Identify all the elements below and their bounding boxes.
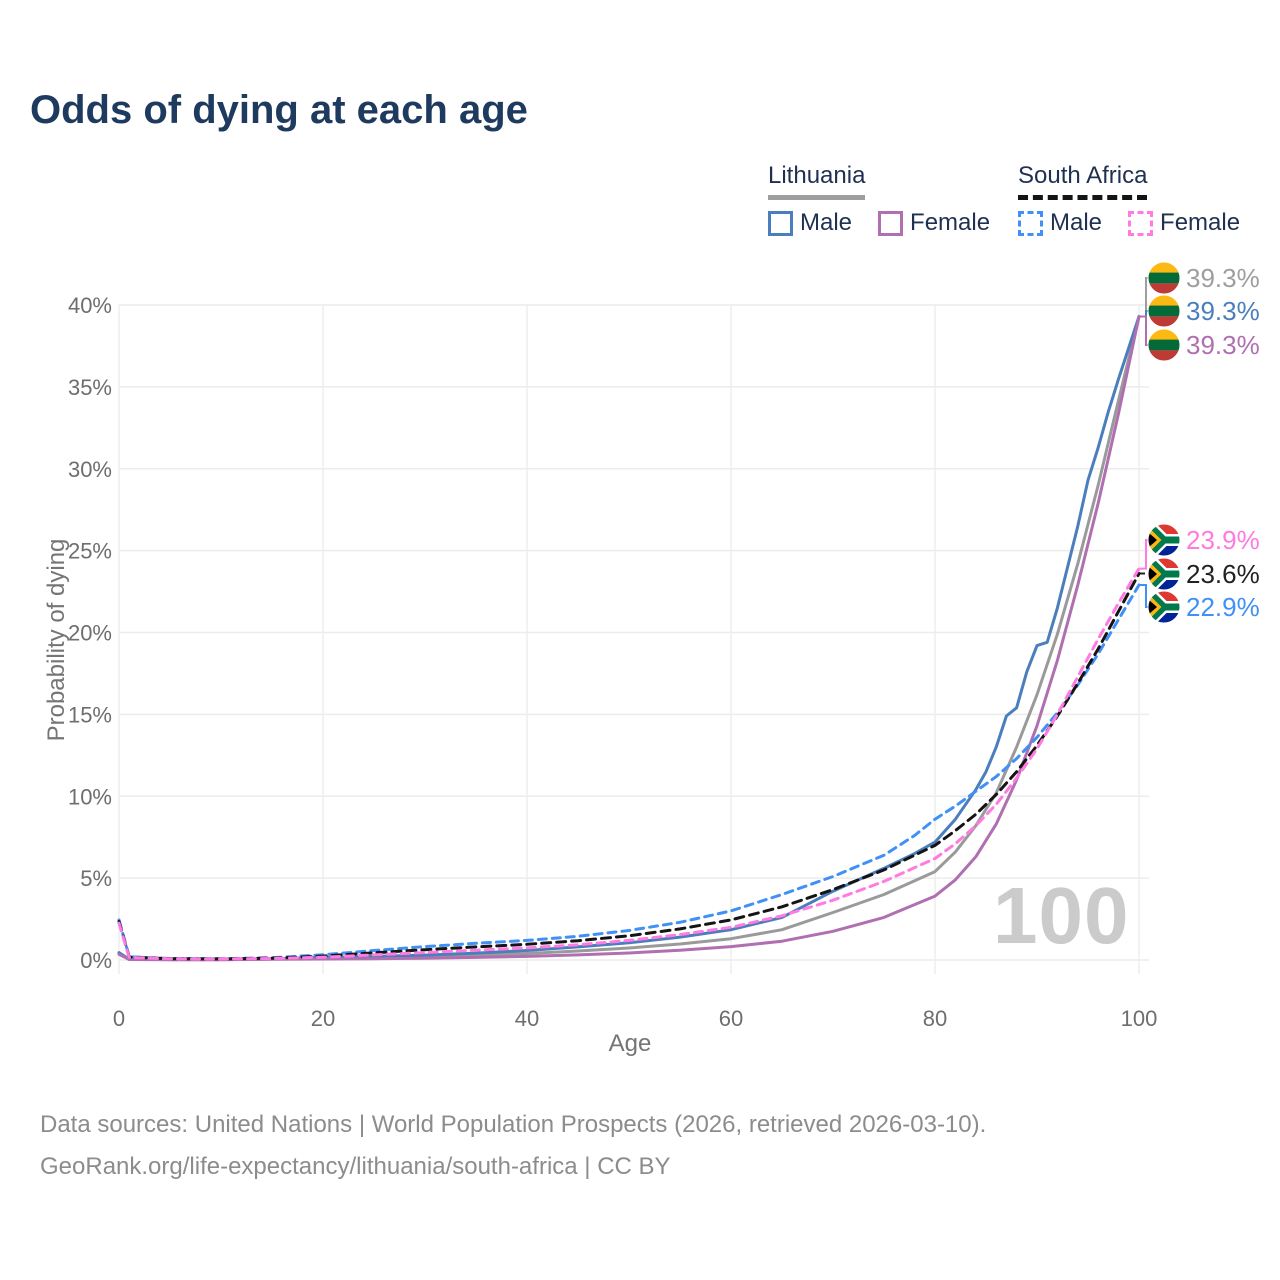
flag-ring [1147, 328, 1181, 362]
footer: Data sources: United Nations | World Pop… [40, 1104, 986, 1188]
end-label-value[interactable]: 22.9% [1186, 592, 1260, 622]
series-line-lithuania-both[interactable] [117, 315, 1141, 962]
legend-items-south-africa: Male Female [1018, 209, 1240, 237]
legend-group-lithuania: Lithuania Male Female [768, 162, 990, 237]
x-tick-80: 80 [923, 1006, 947, 1031]
south-africa-flag-icon [1148, 558, 1180, 590]
series-line-lithuania-male[interactable] [117, 315, 1141, 961]
end-label-value[interactable]: 39.3% [1186, 296, 1260, 326]
footer-data-sources: Data sources: United Nations | World Pop… [40, 1111, 987, 1138]
legend-items-lithuania: Male Female [768, 209, 990, 237]
x-tick-40: 40 [515, 1006, 539, 1031]
x-tick-20: 20 [311, 1006, 335, 1031]
end-label-leader [1140, 584, 1148, 608]
end-label-value[interactable]: 23.6% [1186, 559, 1260, 589]
y-tick-5: 5% [80, 866, 112, 891]
legend-label-lithuania-male: Male [800, 209, 853, 236]
y-tick-15: 15% [68, 702, 112, 727]
y-tick-40: 40% [68, 293, 112, 318]
legend-group-south-africa: South Africa Male Female [1018, 162, 1240, 237]
end-label-value[interactable]: 39.3% [1186, 330, 1260, 360]
series-line-south-africa-female[interactable] [117, 567, 1141, 961]
footer-attribution: GeoRank.org/life-expectancy/lithuania/so… [40, 1153, 671, 1180]
y-tick-0: 0% [80, 948, 112, 973]
end-label-value[interactable]: 23.9% [1186, 525, 1260, 555]
end-label-leader [1140, 572, 1148, 575]
y-tick-25: 25% [68, 539, 112, 564]
flag-ring [1147, 294, 1181, 328]
age-watermark: 100 [993, 871, 1130, 960]
x-tick-60: 60 [719, 1006, 743, 1031]
legend-label-south-africa-female: Female [1160, 209, 1241, 236]
page-title: Odds of dying at each age [30, 88, 528, 132]
legend-item-lithuania-female[interactable]: Female [878, 209, 990, 237]
legend-item-south-africa-female[interactable]: Female [1128, 209, 1240, 237]
series-line-south-africa-both[interactable] [117, 572, 1141, 961]
x-tick-100: 100 [1121, 1006, 1158, 1031]
end-label-leader [1140, 315, 1148, 346]
x-axis-label: Age [608, 1030, 652, 1057]
male-solid-swatch-icon [768, 210, 793, 236]
lithuania-flag-icon [1148, 295, 1180, 327]
y-tick-30: 30% [68, 457, 112, 482]
female-dashed-swatch-icon [1128, 210, 1154, 236]
y-tick-10: 10% [68, 784, 112, 809]
south-africa-flag-icon [1148, 591, 1180, 623]
series-line-lithuania-female[interactable] [117, 315, 1141, 962]
y-tick-20: 20% [68, 621, 112, 646]
legend-label-south-africa-male: Male [1050, 209, 1103, 236]
south-africa-flag-icon [1148, 524, 1180, 556]
legend-label-lithuania-female: Female [910, 209, 991, 236]
legend-country-lithuania: Lithuania [768, 162, 866, 200]
y-tick-35: 35% [68, 375, 112, 400]
flag-ring [1147, 523, 1181, 557]
legend-item-lithuania-male[interactable]: Male [768, 209, 852, 237]
male-dashed-swatch-icon [1018, 210, 1043, 236]
end-label-value[interactable]: 39.3% [1186, 263, 1260, 293]
flag-ring [1147, 590, 1181, 624]
lithuania-flag-icon [1148, 262, 1180, 294]
female-solid-swatch-icon [878, 210, 904, 236]
end-label-leader [1140, 539, 1148, 570]
lithuania-flag-icon [1148, 329, 1180, 361]
flag-ring [1147, 261, 1181, 295]
legend-item-south-africa-male[interactable]: Male [1018, 209, 1102, 237]
flag-ring [1147, 557, 1181, 591]
x-tick-0: 0 [113, 1006, 125, 1031]
legend-country-south-africa: South Africa [1018, 162, 1148, 200]
